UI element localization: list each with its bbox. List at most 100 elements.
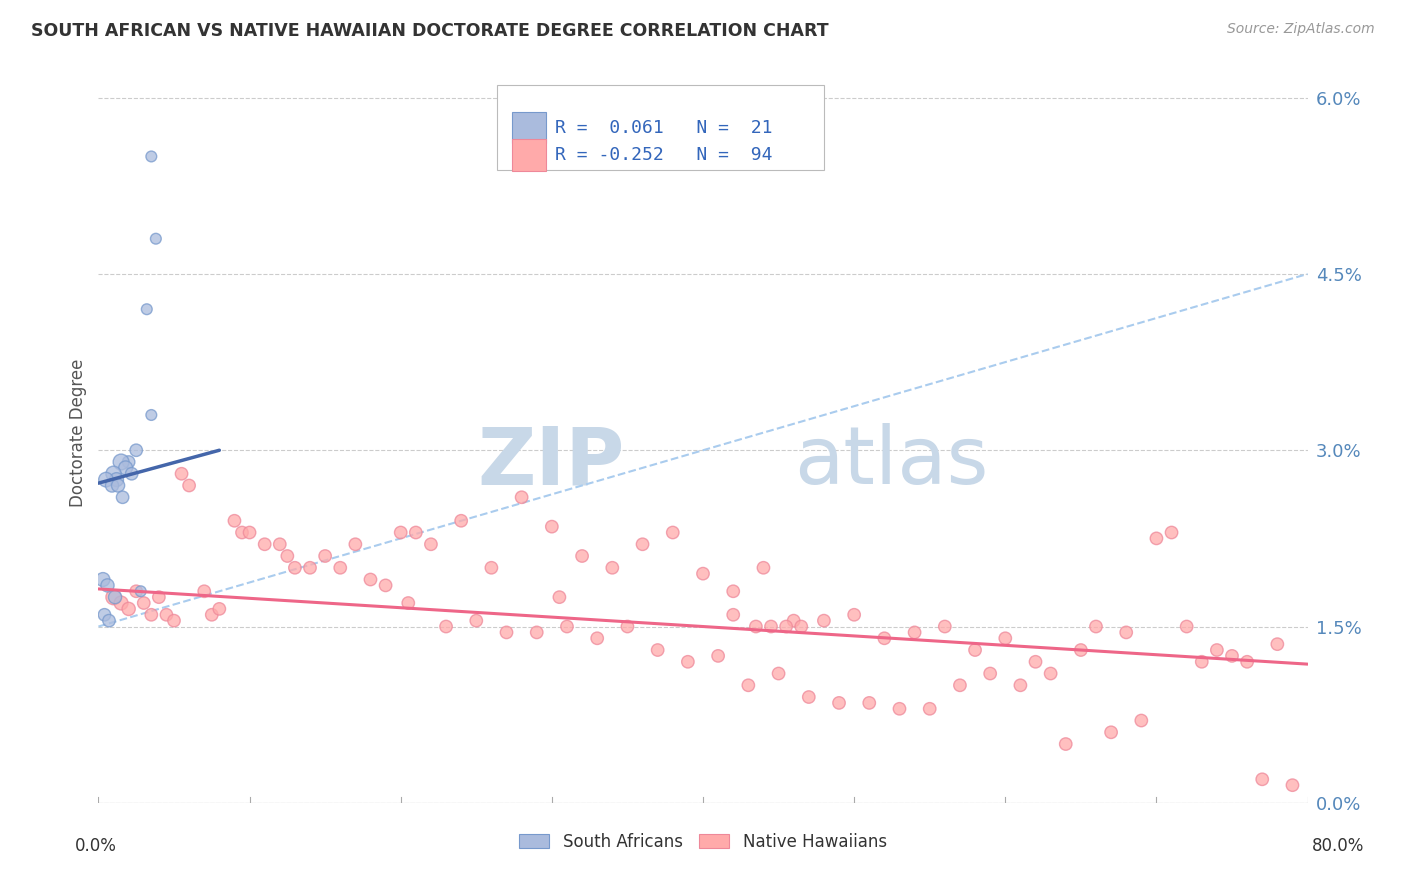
Point <box>96 578 118 592</box>
Point <box>1054 737 1077 751</box>
Point <box>104 590 127 604</box>
Point <box>1220 648 1243 663</box>
Point <box>163 614 186 628</box>
Point <box>1236 655 1258 669</box>
Point <box>201 607 224 622</box>
Point <box>889 702 911 716</box>
Point <box>141 408 163 422</box>
Point <box>858 696 880 710</box>
Point <box>647 643 669 657</box>
Point <box>548 590 571 604</box>
Text: 0.0%: 0.0% <box>75 837 117 855</box>
Point <box>94 473 117 487</box>
Point <box>329 561 352 575</box>
Point <box>797 690 820 704</box>
Point <box>813 614 835 628</box>
Point <box>360 573 382 587</box>
Point <box>759 619 782 633</box>
Point <box>676 655 699 669</box>
Point <box>110 455 132 469</box>
Point <box>101 478 124 492</box>
Point <box>526 625 548 640</box>
Point <box>707 648 730 663</box>
Point <box>586 632 609 646</box>
Point <box>314 549 336 563</box>
Point <box>141 607 163 622</box>
Point <box>1024 655 1046 669</box>
Point <box>616 619 638 633</box>
Point <box>396 596 419 610</box>
Bar <box>512 139 546 170</box>
Point <box>129 584 152 599</box>
Point <box>389 525 412 540</box>
Point <box>125 443 148 458</box>
Point <box>208 602 231 616</box>
Point <box>692 566 714 581</box>
Point <box>344 537 367 551</box>
Point <box>934 619 956 633</box>
Point <box>118 455 141 469</box>
Point <box>231 525 253 540</box>
Point <box>1281 778 1303 792</box>
Point <box>107 478 129 492</box>
Point <box>269 537 291 551</box>
Point <box>1099 725 1122 739</box>
Point <box>141 149 163 163</box>
Point <box>98 614 121 628</box>
Point <box>132 596 155 610</box>
Point <box>768 666 790 681</box>
Point <box>1160 525 1182 540</box>
Point <box>790 619 813 633</box>
Point <box>1070 643 1092 657</box>
Point <box>125 584 148 599</box>
Point <box>118 602 141 616</box>
Point <box>1267 637 1289 651</box>
Point <box>135 302 157 317</box>
Point <box>495 625 517 640</box>
Point <box>299 561 322 575</box>
Text: 80.0%: 80.0% <box>1312 837 1365 855</box>
Text: ZIP: ZIP <box>477 423 624 501</box>
Point <box>844 607 866 622</box>
Point <box>1115 625 1137 640</box>
FancyBboxPatch shape <box>498 85 824 169</box>
Point <box>481 561 503 575</box>
Point <box>239 525 262 540</box>
Point <box>145 232 167 246</box>
Point <box>1175 619 1198 633</box>
Point <box>540 519 562 533</box>
Point <box>374 578 396 592</box>
Point <box>179 478 201 492</box>
Point <box>994 632 1017 646</box>
Point <box>434 619 457 633</box>
Point <box>661 525 683 540</box>
Text: atlas: atlas <box>793 423 988 501</box>
Point <box>873 632 896 646</box>
Point <box>103 590 125 604</box>
Point <box>253 537 276 551</box>
Point <box>510 490 533 504</box>
Point <box>737 678 759 692</box>
Point <box>93 607 115 622</box>
Point <box>111 490 134 504</box>
Point <box>1251 772 1274 787</box>
Point <box>904 625 927 640</box>
Point <box>110 596 132 610</box>
Y-axis label: Doctorate Degree: Doctorate Degree <box>69 359 87 507</box>
Point <box>949 678 972 692</box>
Text: R =  0.061   N =  21: R = 0.061 N = 21 <box>555 119 773 136</box>
Text: R = -0.252   N =  94: R = -0.252 N = 94 <box>555 146 773 164</box>
Point <box>631 537 654 551</box>
Text: SOUTH AFRICAN VS NATIVE HAWAIIAN DOCTORATE DEGREE CORRELATION CHART: SOUTH AFRICAN VS NATIVE HAWAIIAN DOCTORA… <box>31 22 828 40</box>
Point <box>752 561 775 575</box>
Legend: South Africans, Native Hawaiians: South Africans, Native Hawaiians <box>513 826 893 857</box>
Point <box>105 473 128 487</box>
Point <box>170 467 193 481</box>
Point <box>155 607 177 622</box>
Bar <box>512 112 546 143</box>
Point <box>103 467 125 481</box>
Point <box>745 619 768 633</box>
Point <box>555 619 578 633</box>
Point <box>1085 619 1108 633</box>
Point <box>965 643 987 657</box>
